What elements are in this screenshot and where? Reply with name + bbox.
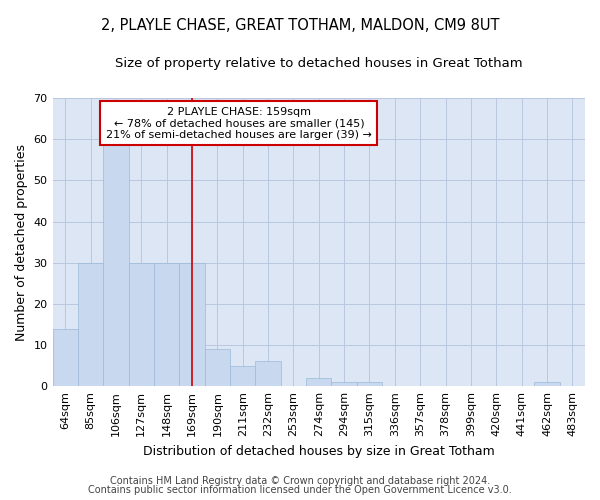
Text: 2 PLAYLE CHASE: 159sqm
← 78% of detached houses are smaller (145)
21% of semi-de: 2 PLAYLE CHASE: 159sqm ← 78% of detached… [106,106,372,140]
Bar [128,262,154,386]
Text: Contains HM Land Registry data © Crown copyright and database right 2024.: Contains HM Land Registry data © Crown c… [110,476,490,486]
Bar [154,262,179,386]
Title: Size of property relative to detached houses in Great Totham: Size of property relative to detached ho… [115,58,523,70]
Text: Contains public sector information licensed under the Open Government Licence v3: Contains public sector information licen… [88,485,512,495]
Bar [331,382,357,386]
Bar [78,262,103,386]
Bar [53,328,78,386]
Bar [534,382,560,386]
Bar [205,349,230,386]
Bar [103,144,128,386]
Bar [306,378,331,386]
Bar [230,366,256,386]
Text: 2, PLAYLE CHASE, GREAT TOTHAM, MALDON, CM9 8UT: 2, PLAYLE CHASE, GREAT TOTHAM, MALDON, C… [101,18,499,32]
Bar [179,262,205,386]
X-axis label: Distribution of detached houses by size in Great Totham: Distribution of detached houses by size … [143,444,494,458]
Bar [256,362,281,386]
Y-axis label: Number of detached properties: Number of detached properties [15,144,28,340]
Bar [357,382,382,386]
